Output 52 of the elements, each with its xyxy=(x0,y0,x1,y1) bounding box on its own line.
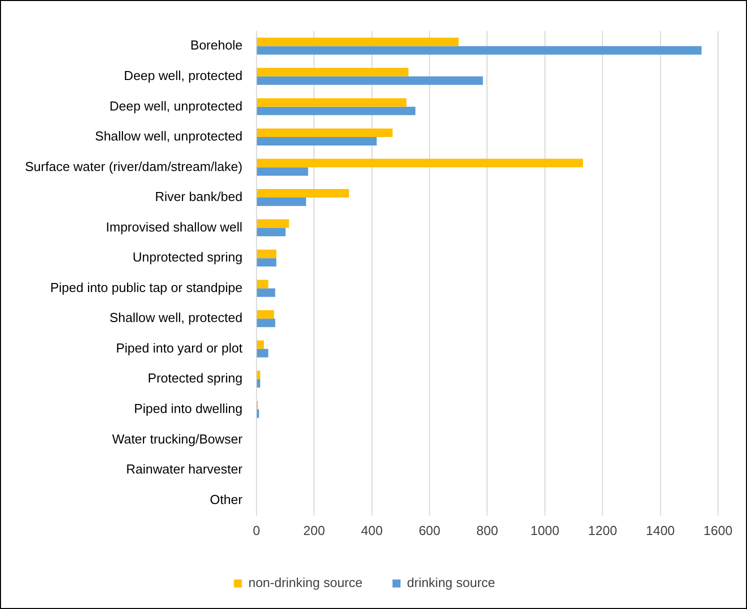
y-tick-label: Deep well, protected xyxy=(124,68,242,83)
y-tick-label: Piped into dwelling xyxy=(134,401,242,416)
bar xyxy=(256,370,260,380)
x-tick-label: 400 xyxy=(360,522,383,538)
bar xyxy=(256,280,268,288)
y-tick-label: Protected spring xyxy=(148,370,242,386)
bar xyxy=(256,228,286,236)
bar xyxy=(256,288,276,297)
x-tick-label: 1200 xyxy=(588,522,618,538)
x-tick-label: 200 xyxy=(303,522,325,538)
bar xyxy=(256,76,483,85)
bar xyxy=(256,379,260,388)
bar xyxy=(256,106,416,116)
bar xyxy=(256,46,702,55)
x-tick-label: 1400 xyxy=(646,522,675,538)
y-tick-label: Unprotected spring xyxy=(132,250,242,265)
bar xyxy=(256,68,408,76)
y-tick-label: Piped into public tap or standpipe xyxy=(50,280,242,295)
y-tick-label: Deep well, unprotected xyxy=(109,98,242,114)
y-tick-label: Other xyxy=(210,492,244,507)
y-tick-label: Piped into yard or plot xyxy=(116,340,243,356)
x-tick-label: 600 xyxy=(418,522,440,538)
x-tick-label: 1000 xyxy=(530,522,560,538)
y-tick-label: Rainwater harvester xyxy=(126,462,244,477)
x-tick-label: 1600 xyxy=(704,522,732,538)
y-tick-label: Water trucking/Bowser xyxy=(112,431,244,446)
bar xyxy=(256,348,268,358)
bar xyxy=(256,136,377,146)
bar xyxy=(256,340,264,349)
bar xyxy=(256,189,350,198)
bar xyxy=(256,98,406,107)
y-tick-label: Borehole xyxy=(190,38,242,53)
x-tick-label: 0 xyxy=(252,522,260,538)
bar xyxy=(256,409,260,418)
legend-label: drinking source xyxy=(407,575,496,590)
y-tick-label: Improvised shallow well xyxy=(106,219,243,234)
y-tick-label: Shallow well, unprotected xyxy=(95,128,242,144)
bar xyxy=(256,128,393,137)
bar xyxy=(256,198,306,206)
bar xyxy=(256,318,276,328)
bar xyxy=(256,158,583,168)
bar xyxy=(256,310,274,319)
bar xyxy=(256,250,276,258)
bar xyxy=(256,219,290,228)
bar xyxy=(256,258,276,267)
y-tick-label: Surface water (river/dam/stream/lake) xyxy=(25,158,242,174)
y-tick-label: Shallow well, protected xyxy=(109,310,242,326)
bar xyxy=(256,167,308,176)
x-tick-label: 800 xyxy=(476,522,498,538)
legend-label: non-drinking source xyxy=(248,575,363,590)
bar xyxy=(256,38,459,46)
y-tick-label: River bank/bed xyxy=(155,189,242,204)
